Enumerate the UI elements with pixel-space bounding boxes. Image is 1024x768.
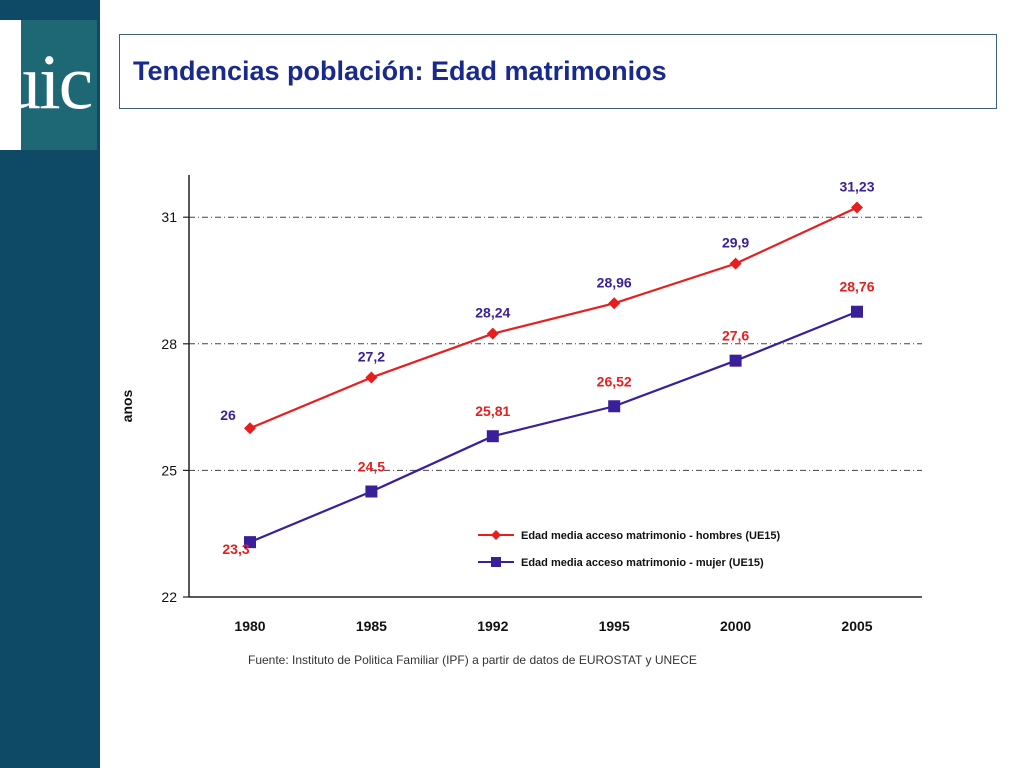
x-tick-label: 1985 xyxy=(356,618,387,634)
data-point-hombres xyxy=(365,371,378,384)
line-chart: 22 25 28 31 1980 1985 1992 1995 2000 2005 anos 26 27… xyxy=(119,175,922,667)
data-point-mujer xyxy=(851,305,863,318)
chart-source-note: Fuente: Instituto de Politica Familiar (… xyxy=(248,653,697,667)
legend-marker xyxy=(491,530,501,540)
logo-text: uic xyxy=(2,38,93,125)
series-line-mujer xyxy=(249,310,858,544)
logo-white-strip xyxy=(0,20,21,150)
y-axis-label: anos xyxy=(119,389,135,422)
data-point-hombres xyxy=(851,201,863,214)
x-tick-label: 2005 xyxy=(841,618,872,634)
data-point-mujer xyxy=(244,536,256,549)
uic-logo: uic xyxy=(0,20,97,150)
legend-marker xyxy=(491,557,501,567)
data-point-hombres xyxy=(608,297,621,310)
chart-container: 22 25 28 31 1980 1985 1992 1995 2000 2005 anos 26 27… xyxy=(110,165,930,680)
data-point-mujer xyxy=(486,430,499,443)
y-tick-label: 31 xyxy=(161,209,177,225)
data-label: 31,23 xyxy=(839,178,874,194)
data-point-mujer xyxy=(729,354,742,367)
y-tick-label: 28 xyxy=(161,336,177,352)
x-tick-label: 1980 xyxy=(234,618,265,634)
data-label: 23,3 xyxy=(222,541,249,557)
data-label: 28,76 xyxy=(839,279,874,295)
data-label: 28,96 xyxy=(597,274,632,290)
data-label: 24,5 xyxy=(358,459,385,475)
data-label: 27,6 xyxy=(722,328,749,344)
y-tick-label: 22 xyxy=(161,589,177,605)
data-point-mujer xyxy=(608,400,621,413)
data-point-mujer xyxy=(365,485,378,498)
data-label: 27,2 xyxy=(358,349,385,365)
x-tick-label: 2000 xyxy=(720,618,751,634)
data-label: 28,24 xyxy=(475,305,510,321)
legend-label: Edad media acceso matrimonio - mujer (UE… xyxy=(521,557,764,569)
page-title: Tendencias población: Edad matrimonios xyxy=(133,56,667,86)
data-label: 25,81 xyxy=(475,403,510,419)
data-point-hombres xyxy=(486,327,499,340)
data-label: 26 xyxy=(220,407,236,423)
y-tick-label: 25 xyxy=(161,462,177,478)
series-line-hombres xyxy=(249,206,858,430)
data-label: 26,52 xyxy=(597,373,632,389)
data-point-hombres xyxy=(244,422,256,435)
data-label: 29,9 xyxy=(722,235,749,251)
title-box: Tendencias población: Edad matrimonios xyxy=(119,34,997,109)
x-tick-label: 1992 xyxy=(477,618,508,634)
data-point-hombres xyxy=(729,257,742,270)
x-tick-label: 1995 xyxy=(599,618,630,634)
legend-label: Edad media acceso matrimonio - hombres (… xyxy=(521,530,781,542)
